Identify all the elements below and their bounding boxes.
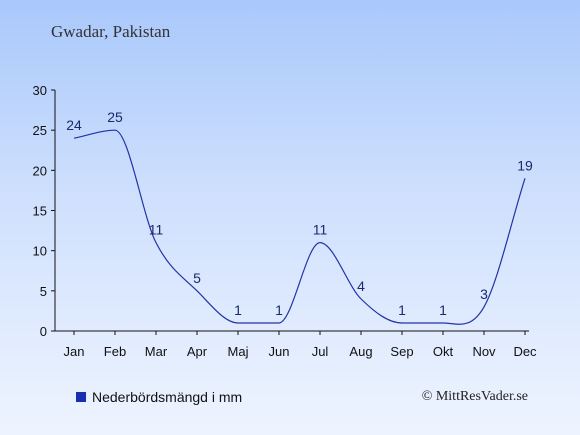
x-tick-label: Okt bbox=[433, 344, 454, 359]
x-tick-label: Feb bbox=[104, 344, 126, 359]
x-tick-label: Mar bbox=[145, 344, 168, 359]
site-credit: © MittResVader.se bbox=[421, 389, 528, 404]
precipitation-line bbox=[73, 129, 526, 325]
y-tick-label: 20 bbox=[33, 163, 47, 178]
data-label: 3 bbox=[480, 286, 488, 302]
data-label: 19 bbox=[517, 157, 533, 173]
legend: Nederbördsmängd i mm bbox=[76, 389, 242, 405]
x-tick-label: Jul bbox=[312, 344, 329, 359]
data-label: 1 bbox=[439, 302, 447, 318]
y-tick-label: 0 bbox=[40, 324, 47, 339]
x-tick-label: Jan bbox=[64, 344, 85, 359]
x-tick-label: Aug bbox=[349, 344, 372, 359]
x-tick-label: Dec bbox=[513, 344, 537, 359]
y-tick-label: 30 bbox=[33, 83, 47, 98]
data-label: 1 bbox=[275, 302, 283, 318]
data-label: 4 bbox=[357, 278, 365, 294]
x-tick-label: Maj bbox=[228, 344, 249, 359]
x-tick-label: Jun bbox=[269, 344, 290, 359]
data-label: 24 bbox=[66, 117, 82, 133]
data-label: 1 bbox=[398, 302, 406, 318]
data-label: 11 bbox=[149, 222, 164, 238]
x-tick-label: Apr bbox=[187, 344, 208, 359]
legend-label: Nederbördsmängd i mm bbox=[92, 389, 243, 405]
data-label: 1 bbox=[234, 302, 242, 318]
data-label: 5 bbox=[193, 270, 201, 286]
data-label: 25 bbox=[107, 109, 123, 125]
y-tick-label: 15 bbox=[33, 204, 47, 219]
y-tick-label: 5 bbox=[40, 284, 47, 299]
x-tick-label: Sep bbox=[390, 344, 413, 359]
y-tick-label: 25 bbox=[33, 123, 47, 138]
x-tick-label: Nov bbox=[472, 344, 496, 359]
y-tick-label: 10 bbox=[33, 244, 47, 259]
legend-swatch bbox=[76, 392, 86, 402]
data-label: 11 bbox=[313, 222, 328, 238]
chart-title: Gwadar, Pakistan bbox=[51, 22, 171, 41]
